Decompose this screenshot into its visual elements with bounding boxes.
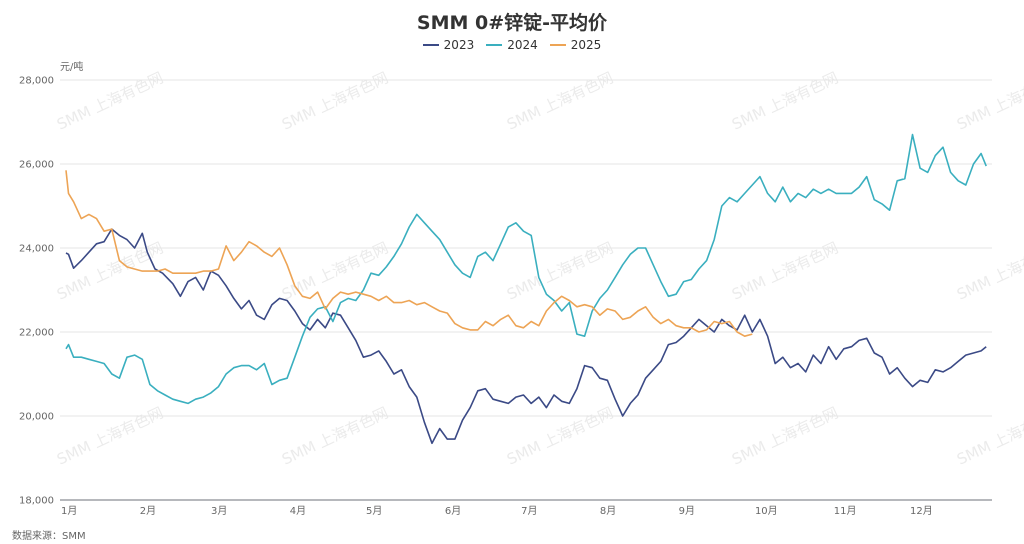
- x-tick-label: 12月: [910, 505, 933, 517]
- x-tick-label: 3月: [211, 505, 227, 517]
- x-tick-label: 1月: [61, 505, 77, 517]
- y-tick-label: 28,000: [19, 76, 54, 87]
- x-tick-label: 7月: [521, 505, 537, 517]
- x-tick-label: 9月: [679, 505, 695, 517]
- watermark-layer: SMM 上海有色网 SMM 上海有色网 SMM 上海有色网 SMM 上海有色网 SMM …: [54, 69, 1024, 469]
- chart-title: SMM 0#锌锭-平均价: [416, 12, 608, 34]
- watermark: SMM 上海有色网: [279, 404, 391, 469]
- y-tick-label: 26,000: [19, 160, 54, 171]
- watermark: SMM 上海有色网: [954, 69, 1024, 134]
- y-tick-label: 22,000: [19, 328, 54, 339]
- watermark: SMM 上海有色网: [504, 69, 616, 134]
- x-tick-label: 8月: [600, 505, 616, 517]
- watermark: SMM 上海有色网: [954, 404, 1024, 469]
- x-axis-ticks: 1月 2月 3月 4月 5月 6月 7月 8月 9月 10月 11月 12月: [61, 505, 933, 517]
- y-axis-unit-label: 元/吨: [60, 62, 84, 73]
- x-tick-label: 4月: [290, 505, 306, 517]
- legend-item-2025[interactable]: 2025: [549, 38, 602, 52]
- watermark: SMM 上海有色网: [729, 404, 841, 469]
- series-lines: [65, 133, 987, 445]
- series-line-2025[interactable]: [65, 170, 753, 338]
- x-tick-label: 6月: [445, 505, 461, 517]
- watermark: SMM 上海有色网: [279, 69, 391, 134]
- legend-label-2024: 2024: [507, 38, 538, 52]
- x-tick-label: 10月: [755, 505, 778, 517]
- x-tick-label: 2月: [140, 505, 156, 517]
- watermark: SMM 上海有色网: [54, 69, 166, 134]
- grid-lines: [60, 79, 992, 417]
- watermark: SMM 上海有色网: [504, 404, 616, 469]
- legend-label-2023: 2023: [443, 38, 475, 52]
- legend-label-2025: 2025: [570, 38, 602, 52]
- legend-swatch-2024: [486, 44, 503, 46]
- watermark: SMM 上海有色网: [729, 69, 841, 134]
- y-tick-label: 24,000: [19, 244, 54, 255]
- y-tick-label: 18,000: [19, 496, 54, 507]
- legend-swatch-2025: [549, 44, 566, 46]
- legend-swatch-2023: [422, 44, 439, 46]
- legend-item-2023[interactable]: 2023: [422, 38, 475, 52]
- y-axis-ticks: 18,000 20,000 22,000 24,000 26,000 28,000: [19, 76, 54, 507]
- x-tick-label: 11月: [834, 505, 857, 517]
- series-line-2024[interactable]: [65, 133, 987, 405]
- source-note: 数据来源：SMM: [12, 531, 86, 542]
- series-line-2023[interactable]: [65, 228, 987, 445]
- legend-item-2024[interactable]: 2024: [486, 38, 538, 52]
- watermark: SMM 上海有色网: [54, 404, 166, 469]
- x-tick-label: 5月: [366, 505, 382, 517]
- y-tick-label: 20,000: [19, 412, 54, 423]
- legend: 2023 2024 2025: [0, 38, 1024, 52]
